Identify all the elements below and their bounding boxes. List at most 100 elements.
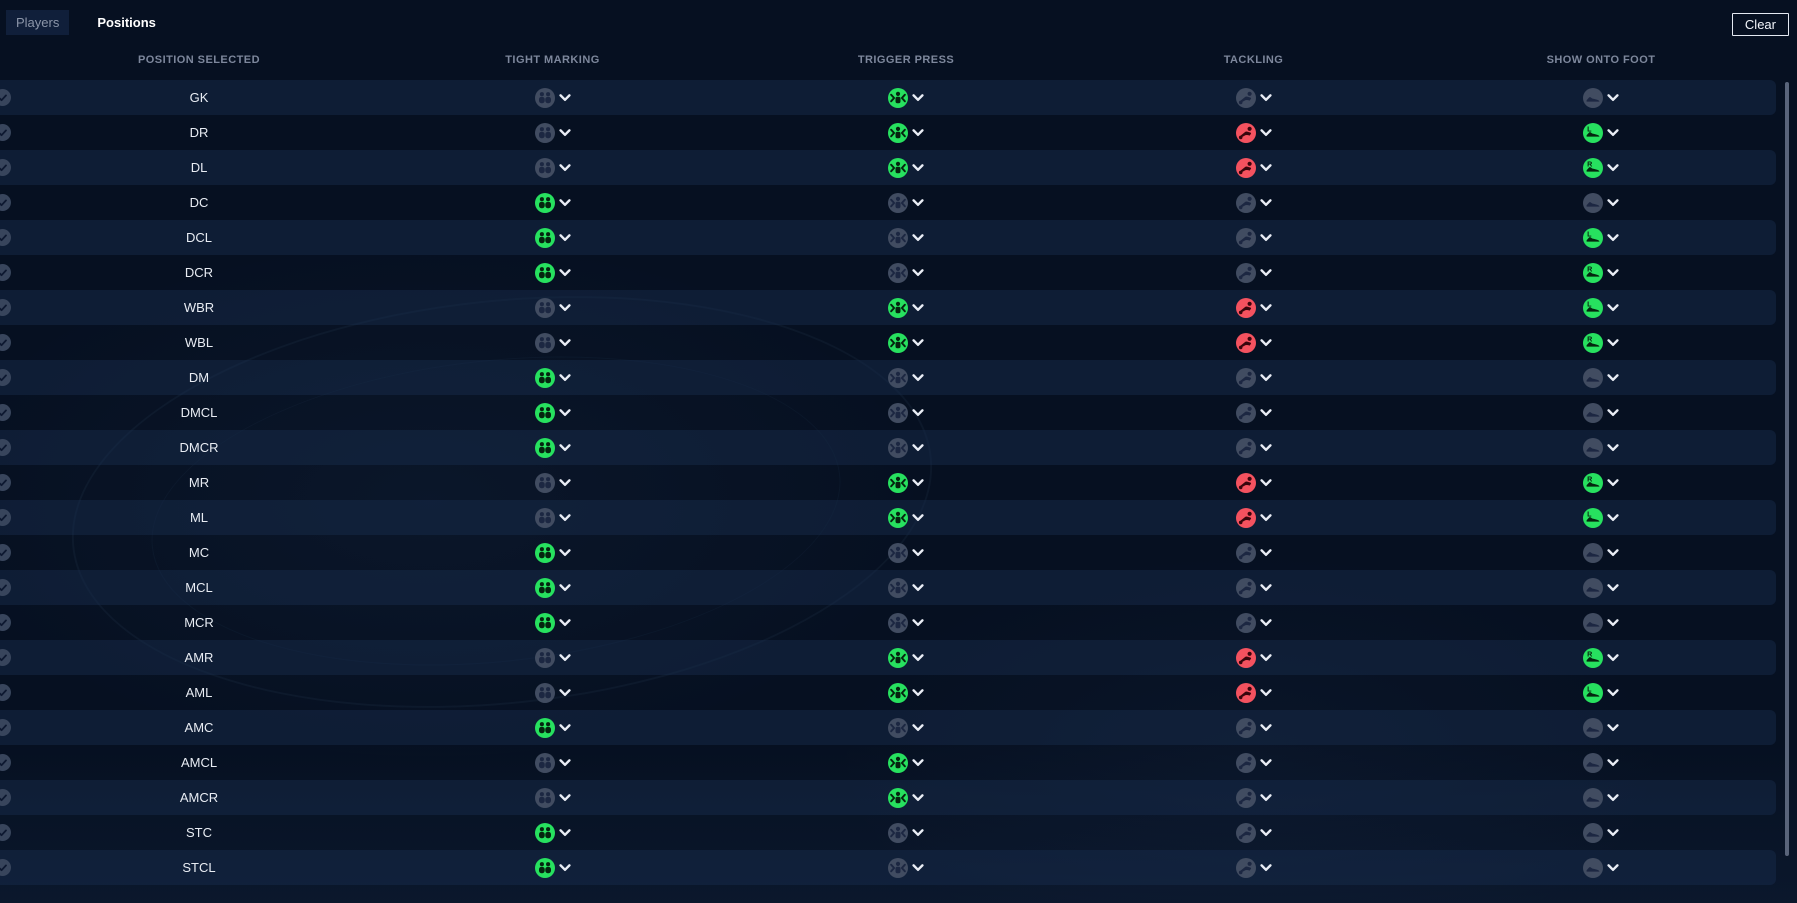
check-circle-icon[interactable] <box>0 89 11 106</box>
tackling-dropdown[interactable] <box>1235 192 1272 213</box>
tackling-dropdown[interactable] <box>1235 157 1272 178</box>
trigger-press-dropdown[interactable] <box>888 857 924 878</box>
tight-marking-dropdown[interactable] <box>534 542 571 563</box>
tab-positions[interactable]: Positions <box>97 14 156 30</box>
show-onto-foot-dropdown[interactable] <box>1583 752 1619 773</box>
tackling-dropdown[interactable] <box>1235 437 1272 458</box>
tackling-dropdown[interactable] <box>1235 402 1272 423</box>
show-onto-foot-dropdown[interactable]: L <box>1583 507 1619 528</box>
tight-marking-dropdown[interactable] <box>534 612 571 633</box>
show-onto-foot-dropdown[interactable]: R <box>1583 157 1619 178</box>
trigger-press-dropdown[interactable] <box>888 437 924 458</box>
tight-marking-dropdown[interactable] <box>534 192 571 213</box>
tackling-dropdown[interactable] <box>1235 297 1272 318</box>
tight-marking-dropdown[interactable] <box>534 507 571 528</box>
show-onto-foot-dropdown[interactable] <box>1583 857 1619 878</box>
check-circle-icon[interactable] <box>0 334 11 351</box>
tight-marking-dropdown[interactable] <box>534 262 571 283</box>
tackling-dropdown[interactable] <box>1235 857 1272 878</box>
tackling-dropdown[interactable] <box>1235 577 1272 598</box>
show-onto-foot-dropdown[interactable] <box>1583 577 1619 598</box>
tight-marking-dropdown[interactable] <box>534 682 571 703</box>
check-circle-icon[interactable] <box>0 719 11 736</box>
check-circle-icon[interactable] <box>0 369 11 386</box>
show-onto-foot-dropdown[interactable] <box>1583 822 1619 843</box>
show-onto-foot-dropdown[interactable] <box>1583 717 1619 738</box>
trigger-press-dropdown[interactable] <box>888 122 924 143</box>
trigger-press-dropdown[interactable] <box>888 542 924 563</box>
tight-marking-dropdown[interactable] <box>534 332 571 353</box>
tackling-dropdown[interactable] <box>1235 822 1272 843</box>
tight-marking-dropdown[interactable] <box>534 297 571 318</box>
show-onto-foot-dropdown[interactable] <box>1583 192 1619 213</box>
show-onto-foot-dropdown[interactable] <box>1583 542 1619 563</box>
check-circle-icon[interactable] <box>0 299 11 316</box>
tackling-dropdown[interactable] <box>1235 367 1272 388</box>
show-onto-foot-dropdown[interactable] <box>1583 367 1619 388</box>
tackling-dropdown[interactable] <box>1235 507 1272 528</box>
trigger-press-dropdown[interactable] <box>888 682 924 703</box>
trigger-press-dropdown[interactable] <box>888 647 924 668</box>
tight-marking-dropdown[interactable] <box>534 717 571 738</box>
tackling-dropdown[interactable] <box>1235 472 1272 493</box>
tight-marking-dropdown[interactable] <box>534 472 571 493</box>
show-onto-foot-dropdown[interactable] <box>1583 437 1619 458</box>
trigger-press-dropdown[interactable] <box>888 577 924 598</box>
check-circle-icon[interactable] <box>0 509 11 526</box>
check-circle-icon[interactable] <box>0 439 11 456</box>
show-onto-foot-dropdown[interactable]: L <box>1583 227 1619 248</box>
check-circle-icon[interactable] <box>0 824 11 841</box>
check-circle-icon[interactable] <box>0 859 11 876</box>
vertical-scrollbar-thumb[interactable] <box>1785 82 1789 856</box>
tackling-dropdown[interactable] <box>1235 332 1272 353</box>
show-onto-foot-dropdown[interactable]: L <box>1583 297 1619 318</box>
tackling-dropdown[interactable] <box>1235 87 1272 108</box>
trigger-press-dropdown[interactable] <box>888 192 924 213</box>
trigger-press-dropdown[interactable] <box>888 157 924 178</box>
check-circle-icon[interactable] <box>0 159 11 176</box>
tackling-dropdown[interactable] <box>1235 682 1272 703</box>
check-circle-icon[interactable] <box>0 404 11 421</box>
tight-marking-dropdown[interactable] <box>534 122 571 143</box>
show-onto-foot-dropdown[interactable]: L <box>1583 682 1619 703</box>
trigger-press-dropdown[interactable] <box>888 297 924 318</box>
tight-marking-dropdown[interactable] <box>534 752 571 773</box>
check-circle-icon[interactable] <box>0 474 11 491</box>
show-onto-foot-dropdown[interactable]: R <box>1583 262 1619 283</box>
clear-button[interactable]: Clear <box>1731 13 1789 36</box>
tackling-dropdown[interactable] <box>1235 122 1272 143</box>
tight-marking-dropdown[interactable] <box>534 577 571 598</box>
tight-marking-dropdown[interactable] <box>534 437 571 458</box>
check-circle-icon[interactable] <box>0 684 11 701</box>
check-circle-icon[interactable] <box>0 544 11 561</box>
trigger-press-dropdown[interactable] <box>888 332 924 353</box>
show-onto-foot-dropdown[interactable]: R <box>1583 332 1619 353</box>
tackling-dropdown[interactable] <box>1235 262 1272 283</box>
trigger-press-dropdown[interactable] <box>888 227 924 248</box>
trigger-press-dropdown[interactable] <box>888 787 924 808</box>
tackling-dropdown[interactable] <box>1235 227 1272 248</box>
tackling-dropdown[interactable] <box>1235 717 1272 738</box>
check-circle-icon[interactable] <box>0 579 11 596</box>
tight-marking-dropdown[interactable] <box>534 227 571 248</box>
trigger-press-dropdown[interactable] <box>888 822 924 843</box>
tackling-dropdown[interactable] <box>1235 612 1272 633</box>
tight-marking-dropdown[interactable] <box>534 647 571 668</box>
tackling-dropdown[interactable] <box>1235 752 1272 773</box>
tight-marking-dropdown[interactable] <box>534 157 571 178</box>
check-circle-icon[interactable] <box>0 649 11 666</box>
show-onto-foot-dropdown[interactable]: L <box>1583 122 1619 143</box>
tight-marking-dropdown[interactable] <box>534 367 571 388</box>
tackling-dropdown[interactable] <box>1235 787 1272 808</box>
show-onto-foot-dropdown[interactable] <box>1583 787 1619 808</box>
trigger-press-dropdown[interactable] <box>888 717 924 738</box>
tight-marking-dropdown[interactable] <box>534 857 571 878</box>
tackling-dropdown[interactable] <box>1235 647 1272 668</box>
check-circle-icon[interactable] <box>0 754 11 771</box>
trigger-press-dropdown[interactable] <box>888 752 924 773</box>
check-circle-icon[interactable] <box>0 614 11 631</box>
show-onto-foot-dropdown[interactable]: R <box>1583 472 1619 493</box>
tab-players[interactable]: Players <box>6 9 70 35</box>
tight-marking-dropdown[interactable] <box>534 787 571 808</box>
show-onto-foot-dropdown[interactable] <box>1583 402 1619 423</box>
